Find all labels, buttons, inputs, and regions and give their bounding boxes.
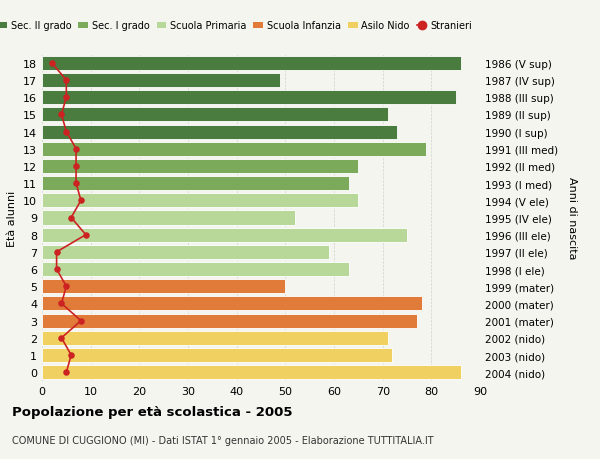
Legend: Sec. II grado, Sec. I grado, Scuola Primaria, Scuola Infanzia, Asilo Nido, Stran: Sec. II grado, Sec. I grado, Scuola Prim… [0, 17, 476, 35]
Point [62, 283, 71, 290]
Text: Popolazione per età scolastica - 2005: Popolazione per età scolastica - 2005 [12, 405, 293, 419]
Point [56, 335, 66, 342]
Point [52, 266, 61, 273]
Bar [42, 228, 407, 242]
Bar [42, 74, 280, 88]
Bar [42, 348, 392, 362]
Bar [42, 211, 295, 225]
Bar [42, 245, 329, 259]
Bar [42, 280, 286, 294]
Bar [42, 194, 358, 208]
Bar [42, 365, 461, 380]
Bar [42, 91, 455, 105]
Point [67, 214, 76, 222]
Point [47, 60, 56, 67]
Bar [42, 297, 422, 311]
Bar [42, 314, 417, 328]
Point [81, 231, 91, 239]
Y-axis label: Età alunni: Età alunni [7, 190, 17, 246]
Point [62, 129, 71, 136]
Point [56, 300, 66, 308]
Bar [42, 177, 349, 191]
Bar [42, 263, 349, 276]
Point [62, 369, 71, 376]
Bar [42, 331, 388, 345]
Bar [42, 56, 461, 71]
Bar [42, 142, 427, 157]
Point [71, 146, 81, 153]
Point [71, 180, 81, 187]
Point [76, 197, 86, 205]
Point [62, 77, 71, 84]
Bar [42, 125, 397, 139]
Y-axis label: Anni di nascita: Anni di nascita [568, 177, 577, 259]
Point [52, 249, 61, 256]
Point [71, 163, 81, 170]
Bar [42, 108, 388, 122]
Point [67, 352, 76, 359]
Point [56, 112, 66, 119]
Point [76, 317, 86, 325]
Point [62, 94, 71, 101]
Bar [42, 160, 358, 174]
Text: COMUNE DI CUGGIONO (MI) - Dati ISTAT 1° gennaio 2005 - Elaborazione TUTTITALIA.I: COMUNE DI CUGGIONO (MI) - Dati ISTAT 1° … [12, 435, 434, 445]
